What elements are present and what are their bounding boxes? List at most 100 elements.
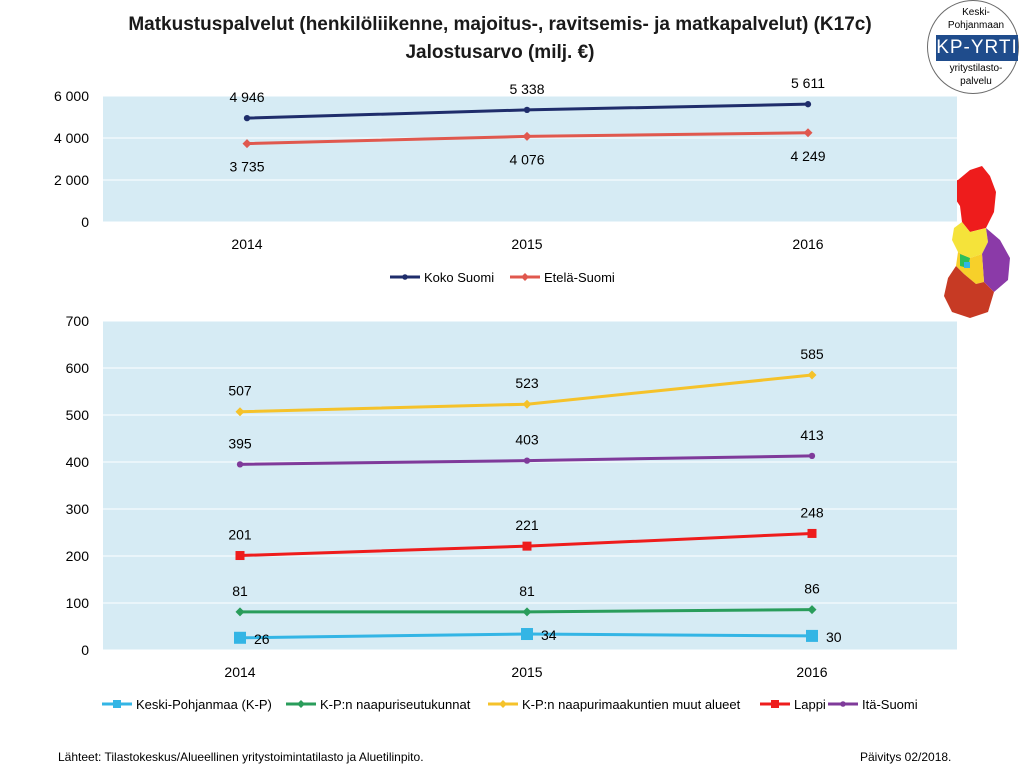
finland-regions-map-icon — [944, 166, 1010, 318]
legend-item-keski-pohjanmaa-k-p: Keski-Pohjanmaa (K-P) — [102, 697, 272, 712]
legend-label: Koko Suomi — [424, 270, 494, 285]
data-point — [806, 629, 818, 642]
chart-bottom: 0 100 200 300 400 500 600 700 2014 2015 2016 26 34 30… — [66, 313, 957, 712]
footer-updated: Päivitys 02/2018. — [860, 750, 952, 764]
legend-label: K-P:n naapurimaakuntien muut alueet — [522, 697, 741, 712]
x-tick-label: 2015 — [511, 236, 542, 252]
data-point — [522, 399, 532, 409]
y-tick-label: 700 — [66, 313, 90, 329]
data-point — [235, 551, 245, 561]
data-point — [523, 106, 531, 114]
logo-line-4: palvelu — [960, 76, 992, 87]
map-region-ita-suomi — [982, 228, 1010, 292]
data-point — [807, 528, 817, 538]
data-label: 507 — [228, 383, 252, 399]
data-label: 221 — [515, 517, 539, 533]
data-label: 201 — [228, 527, 252, 543]
data-label: 81 — [232, 583, 248, 599]
map-region-lappi — [948, 166, 996, 232]
y-tick-label: 300 — [66, 501, 90, 517]
data-label: 26 — [254, 631, 270, 647]
data-point — [522, 131, 532, 141]
x-tick-label: 2014 — [224, 664, 255, 680]
data-label: 248 — [800, 504, 824, 520]
data-point — [771, 700, 779, 708]
data-point — [807, 370, 817, 380]
data-label: 585 — [800, 346, 824, 362]
data-point — [522, 541, 532, 551]
data-label: 4 946 — [229, 89, 264, 105]
data-label: 413 — [800, 427, 824, 443]
data-point — [523, 457, 531, 464]
logo-line-1: Keski- — [962, 7, 990, 18]
legend-label: Itä-Suomi — [862, 697, 918, 712]
y-tick-label: 4 000 — [54, 130, 89, 146]
data-label: 4 249 — [790, 148, 825, 164]
data-point — [807, 605, 817, 615]
map-region-keski-pohjanmaa — [964, 262, 970, 268]
y-tick-label: 200 — [66, 548, 90, 564]
legend-item-k-p-n-naapurimaakuntien-muut-alueet: K-P:n naapurimaakuntien muut alueet — [488, 697, 741, 712]
data-label: 5 611 — [791, 75, 825, 91]
data-point — [402, 274, 408, 280]
chart-top: 0 2 000 4 000 6 000 2014 2015 2016 4 946 5 338 5 … — [54, 75, 957, 285]
data-label: 4 076 — [509, 151, 544, 167]
legend-item-etel-suomi: Etelä-Suomi — [510, 270, 615, 285]
y-tick-label: 2 000 — [54, 172, 89, 188]
legend-label: Etelä-Suomi — [544, 270, 615, 285]
y-tick-label: 600 — [66, 360, 90, 376]
data-point — [236, 461, 244, 468]
data-point — [499, 700, 507, 708]
x-tick-label: 2015 — [511, 664, 542, 680]
data-label: 86 — [804, 581, 820, 597]
data-point — [521, 628, 533, 641]
series-k-p-n-naapuriseutukunnat: 81 81 86 — [232, 581, 820, 617]
data-point — [234, 631, 246, 644]
y-tick-label: 6 000 — [54, 88, 89, 104]
data-point — [804, 101, 812, 108]
legend-label: K-P:n naapuriseutukunnat — [320, 697, 471, 712]
data-point — [297, 700, 305, 708]
series-etel-suomi: 3 735 4 076 4 249 — [229, 128, 826, 175]
legend-label: Keski-Pohjanmaa (K-P) — [136, 697, 272, 712]
data-label: 395 — [228, 435, 252, 451]
legend-label: Lappi — [794, 697, 826, 712]
data-label: 3 735 — [229, 159, 264, 175]
x-tick-label: 2016 — [796, 664, 827, 680]
legend-item-lappi: Lappi — [760, 697, 826, 712]
series-it-suomi: 395 403 413 — [228, 427, 824, 468]
logo-circle: Keski- Pohjanmaan KP-YRTI yritystilasto-… — [927, 0, 1019, 94]
x-tick-label: 2014 — [231, 236, 262, 252]
y-tick-label: 500 — [66, 407, 90, 423]
legend-item-koko-suomi: Koko Suomi — [390, 270, 494, 285]
series-lappi: 201 221 248 — [228, 504, 824, 561]
y-tick-label: 400 — [66, 454, 90, 470]
data-point — [235, 407, 245, 417]
logo-line-3: yritystilasto- — [949, 63, 1003, 74]
series-keski-pohjanmaa-k-p: 26 34 30 — [234, 627, 842, 647]
logo-line-2: Pohjanmaan — [947, 20, 1005, 31]
legend-item-it-suomi: Itä-Suomi — [828, 697, 918, 712]
data-label: 34 — [541, 627, 557, 643]
chart-title: Matkustuspalvelut (henkilöliikenne, majo… — [128, 14, 872, 35]
data-label: 30 — [826, 629, 842, 645]
data-label: 81 — [519, 583, 535, 599]
footer-source: Lähteet: Tilastokeskus/Alueellinen yrity… — [58, 750, 424, 764]
x-tick-label: 2016 — [792, 236, 823, 252]
data-label: 403 — [515, 432, 539, 448]
data-point — [803, 128, 813, 138]
data-point — [235, 607, 245, 617]
map-region-etela-suomi — [944, 266, 994, 318]
data-point — [840, 701, 846, 707]
map-region-north — [952, 222, 988, 258]
y-tick-label: 100 — [66, 595, 90, 611]
data-point — [242, 139, 252, 149]
kp-yrti-logo: Keski- Pohjanmaan KP-YRTI yritystilasto-… — [924, 0, 1024, 100]
plot-area — [103, 321, 957, 650]
data-point — [113, 700, 121, 708]
series-k-p-n-naapurimaakuntien-muut-alueet: 507 523 585 — [228, 346, 824, 417]
legend-item-k-p-n-naapuriseutukunnat: K-P:n naapuriseutukunnat — [286, 697, 471, 712]
data-point — [243, 114, 251, 122]
chart-subtitle: Jalostusarvo (milj. €) — [405, 42, 595, 63]
